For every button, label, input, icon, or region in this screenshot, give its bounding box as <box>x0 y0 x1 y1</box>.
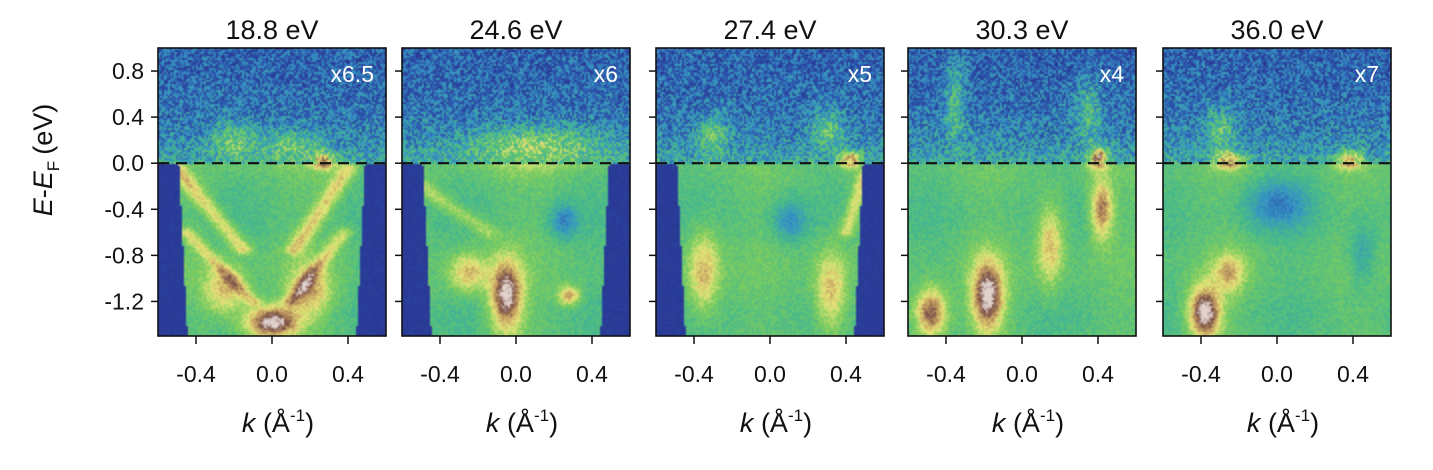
scale-factor-label: x4 <box>1100 61 1125 87</box>
scale-factor-label: x6.5 <box>331 61 374 87</box>
panel-3: 27.4 eV x5 -0.4 0.0 0.4 k (Å-1) <box>649 15 885 438</box>
heatmap-image <box>402 48 630 336</box>
panel-2: 24.6 eV x6 -0.4 0.0 0.4 k (Å-1) <box>395 15 631 438</box>
y-axis-label: E-EF(eV) <box>28 104 63 216</box>
x-axis-label: k (Å-1) <box>242 406 314 438</box>
svg-text:E-EF(eV): E-EF(eV) <box>28 104 63 216</box>
y-label-sub: F <box>44 161 63 171</box>
panel-title: 24.6 eV <box>469 15 562 45</box>
y-tick-label: -1.2 <box>104 288 144 314</box>
x-tick-label: 0.0 <box>256 361 288 387</box>
x-tick-label: 0.4 <box>576 361 608 387</box>
x-axis-label: k (Å-1) <box>992 406 1064 438</box>
panel-title: 27.4 eV <box>723 15 816 45</box>
y-label-e2: E <box>28 170 58 189</box>
x-tick-label: 0.0 <box>500 361 532 387</box>
x-tick-label: -0.4 <box>1181 361 1221 387</box>
panel-title: 30.3 eV <box>975 15 1068 45</box>
heatmap-image <box>158 48 386 336</box>
x-tick-label: 0.4 <box>1337 361 1369 387</box>
y-label-e: E <box>28 197 58 216</box>
y-label-unit: (eV) <box>28 104 58 155</box>
x-tick-label: -0.4 <box>674 361 714 387</box>
y-tick-label: 0.4 <box>112 104 144 130</box>
x-tick-label: 0.0 <box>1006 361 1038 387</box>
x-axis-label: k (Å-1) <box>486 406 558 438</box>
x-axis-label: k (Å-1) <box>740 406 812 438</box>
x-tick-label: 0.4 <box>830 361 862 387</box>
panel-1: 18.8 eV x6.5 -0.4 0.0 0.4 0.8 0.4 0.0 -0.4 -0.8 -1… <box>104 15 387 438</box>
x-tick-label: -0.4 <box>926 361 966 387</box>
heatmap-image <box>656 48 884 336</box>
x-tick-label: 0.0 <box>754 361 786 387</box>
x-axis-label: k (Å-1) <box>1247 406 1319 438</box>
x-tick-label: 0.4 <box>1082 361 1114 387</box>
panel-4: 30.3 eV x4 -0.4 0.0 0.4 k (Å-1) <box>901 15 1137 438</box>
heatmap-image <box>1163 48 1391 336</box>
x-tick-label: -0.4 <box>176 361 216 387</box>
panel-5: 36.0 eV x7 -0.4 0.0 0.4 k (Å-1) <box>1156 15 1392 438</box>
scale-factor-label: x6 <box>594 61 618 87</box>
y-tick-label: -0.8 <box>104 242 144 268</box>
y-label-dash: - <box>28 189 58 198</box>
scale-factor-label: x5 <box>848 61 872 87</box>
y-tick-label: 0.0 <box>112 150 144 176</box>
heatmap-image <box>908 48 1136 336</box>
x-tick-label: -0.4 <box>420 361 460 387</box>
x-tick-label: 0.0 <box>1261 361 1293 387</box>
panel-title: 36.0 eV <box>1230 15 1323 45</box>
panel-title: 18.8 eV <box>225 15 318 45</box>
y-tick-label: -0.4 <box>104 196 144 222</box>
y-tick-label: 0.8 <box>112 58 144 84</box>
scale-factor-label: x7 <box>1355 61 1379 87</box>
x-tick-label: 0.4 <box>332 361 364 387</box>
